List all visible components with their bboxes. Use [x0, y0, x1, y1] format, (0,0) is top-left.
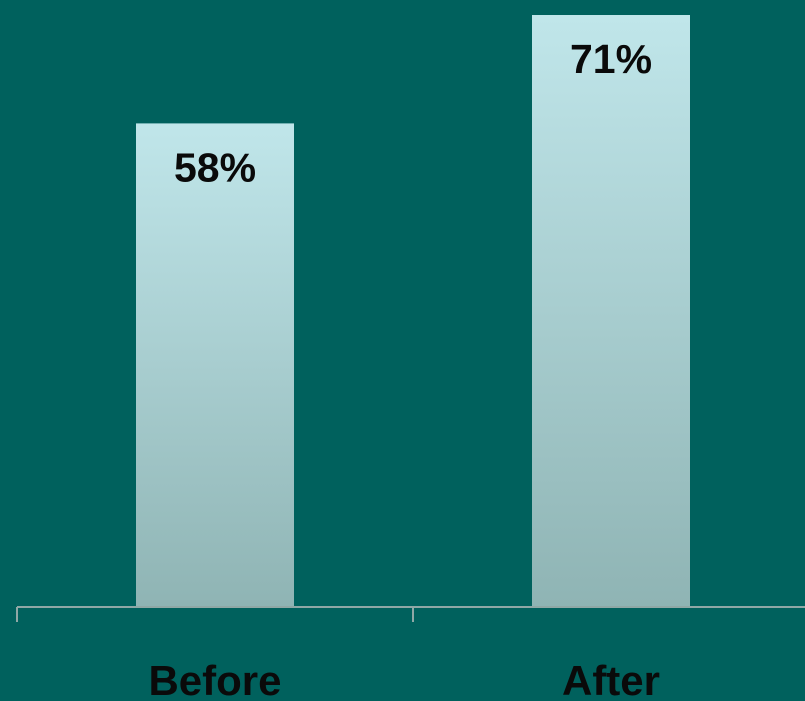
labels-layer: 58% Before 71% After	[148, 36, 660, 701]
data-label-after: 71%	[570, 36, 652, 82]
x-tick-label-after: After	[562, 657, 660, 701]
x-axis	[16, 606, 805, 622]
bar-before	[136, 123, 294, 608]
bars-layer	[136, 15, 690, 608]
x-tick-label-before: Before	[148, 657, 281, 701]
bar-after	[532, 15, 690, 608]
data-label-before: 58%	[174, 144, 256, 190]
